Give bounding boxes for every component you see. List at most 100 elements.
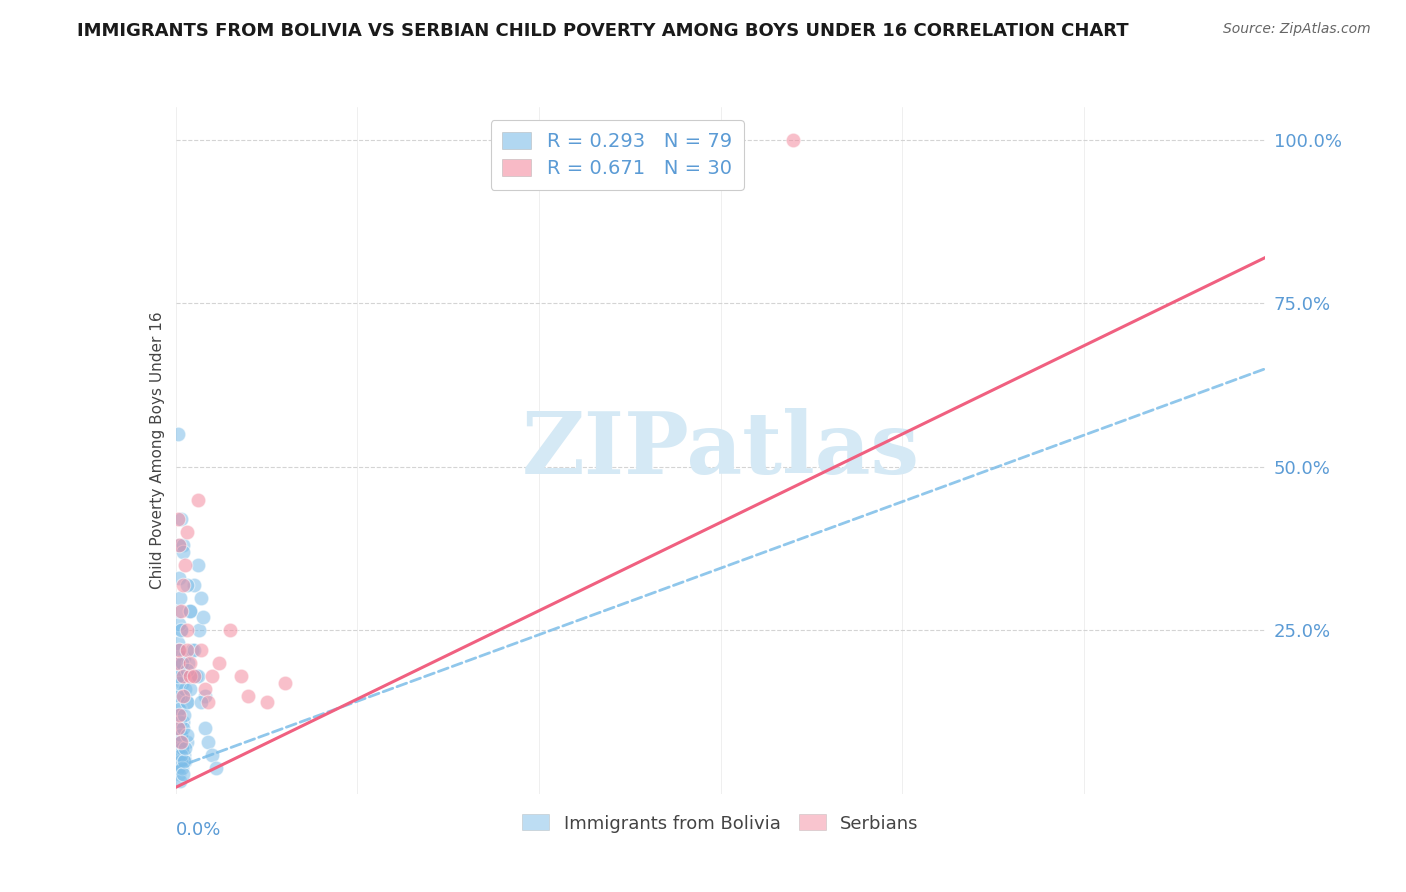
Point (179, 682, 201, 697)
Point (166, 722, 188, 736)
Point (172, 741, 194, 756)
Point (179, 656, 201, 670)
Text: 0.0%: 0.0% (176, 822, 221, 839)
Point (169, 571, 191, 585)
Point (190, 695, 212, 709)
Point (170, 604, 193, 618)
Point (176, 663, 198, 677)
Point (169, 643, 191, 657)
Point (179, 604, 201, 618)
Point (170, 728, 193, 742)
Point (166, 669, 188, 683)
Point (167, 675, 190, 690)
Point (176, 643, 198, 657)
Point (170, 512, 193, 526)
Text: ZIPatlas: ZIPatlas (522, 409, 920, 492)
Text: IMMIGRANTS FROM BOLIVIA VS SERBIAN CHILD POVERTY AMONG BOYS UNDER 16 CORRELATION: IMMIGRANTS FROM BOLIVIA VS SERBIAN CHILD… (77, 22, 1129, 40)
Point (172, 722, 194, 736)
Point (179, 604, 201, 618)
Point (173, 754, 195, 768)
Point (170, 624, 193, 638)
Point (177, 656, 200, 670)
Point (197, 734, 219, 748)
Point (169, 734, 191, 748)
Point (169, 669, 191, 683)
Point (170, 624, 193, 638)
Point (169, 773, 191, 788)
Point (186, 669, 209, 683)
Point (167, 767, 190, 781)
Text: Source: ZipAtlas.com: Source: ZipAtlas.com (1223, 22, 1371, 37)
Point (194, 722, 217, 736)
Point (172, 663, 194, 677)
Point (169, 538, 191, 552)
Point (173, 649, 195, 664)
Point (183, 643, 205, 657)
Point (782, 133, 804, 147)
Point (169, 604, 191, 618)
Point (167, 616, 190, 631)
Point (172, 577, 194, 591)
Point (194, 689, 217, 703)
Point (172, 675, 194, 690)
Point (166, 656, 188, 670)
Point (231, 669, 253, 683)
Legend: Immigrants from Bolivia, Serbians: Immigrants from Bolivia, Serbians (515, 807, 927, 839)
Point (188, 624, 211, 638)
Point (169, 643, 191, 657)
Point (173, 741, 195, 756)
Point (173, 708, 195, 723)
Point (167, 708, 190, 723)
Point (176, 624, 198, 638)
Point (173, 754, 195, 768)
Point (204, 761, 226, 775)
Point (173, 682, 195, 697)
Point (172, 761, 194, 775)
Point (172, 538, 194, 552)
Point (208, 656, 231, 670)
Point (167, 656, 190, 670)
Point (219, 624, 242, 638)
Point (166, 427, 188, 442)
Point (176, 577, 198, 591)
Point (176, 734, 198, 748)
Point (197, 695, 219, 709)
Point (170, 734, 193, 748)
Point (176, 695, 198, 709)
Point (173, 747, 195, 762)
Point (169, 689, 191, 703)
Point (169, 656, 191, 670)
Point (170, 728, 193, 742)
Point (172, 545, 194, 559)
Point (176, 728, 198, 742)
Point (191, 610, 214, 624)
Point (169, 702, 191, 716)
Point (169, 734, 191, 748)
Point (176, 695, 198, 709)
Point (194, 682, 217, 697)
Point (172, 669, 194, 683)
Point (256, 695, 278, 709)
Point (238, 689, 260, 703)
Point (173, 558, 195, 572)
Point (181, 643, 204, 657)
Point (190, 643, 212, 657)
Point (166, 656, 188, 670)
Point (186, 558, 209, 572)
Point (169, 702, 191, 716)
Point (172, 714, 194, 729)
Point (167, 643, 190, 657)
Point (166, 722, 188, 736)
Point (169, 714, 191, 729)
Point (201, 747, 224, 762)
Point (167, 538, 190, 552)
Point (176, 525, 198, 540)
Point (201, 669, 224, 683)
Point (166, 689, 188, 703)
Point (170, 754, 193, 768)
Point (172, 767, 194, 781)
Point (183, 669, 205, 683)
Point (183, 577, 205, 591)
Point (169, 747, 191, 762)
Y-axis label: Child Poverty Among Boys Under 16: Child Poverty Among Boys Under 16 (149, 311, 165, 590)
